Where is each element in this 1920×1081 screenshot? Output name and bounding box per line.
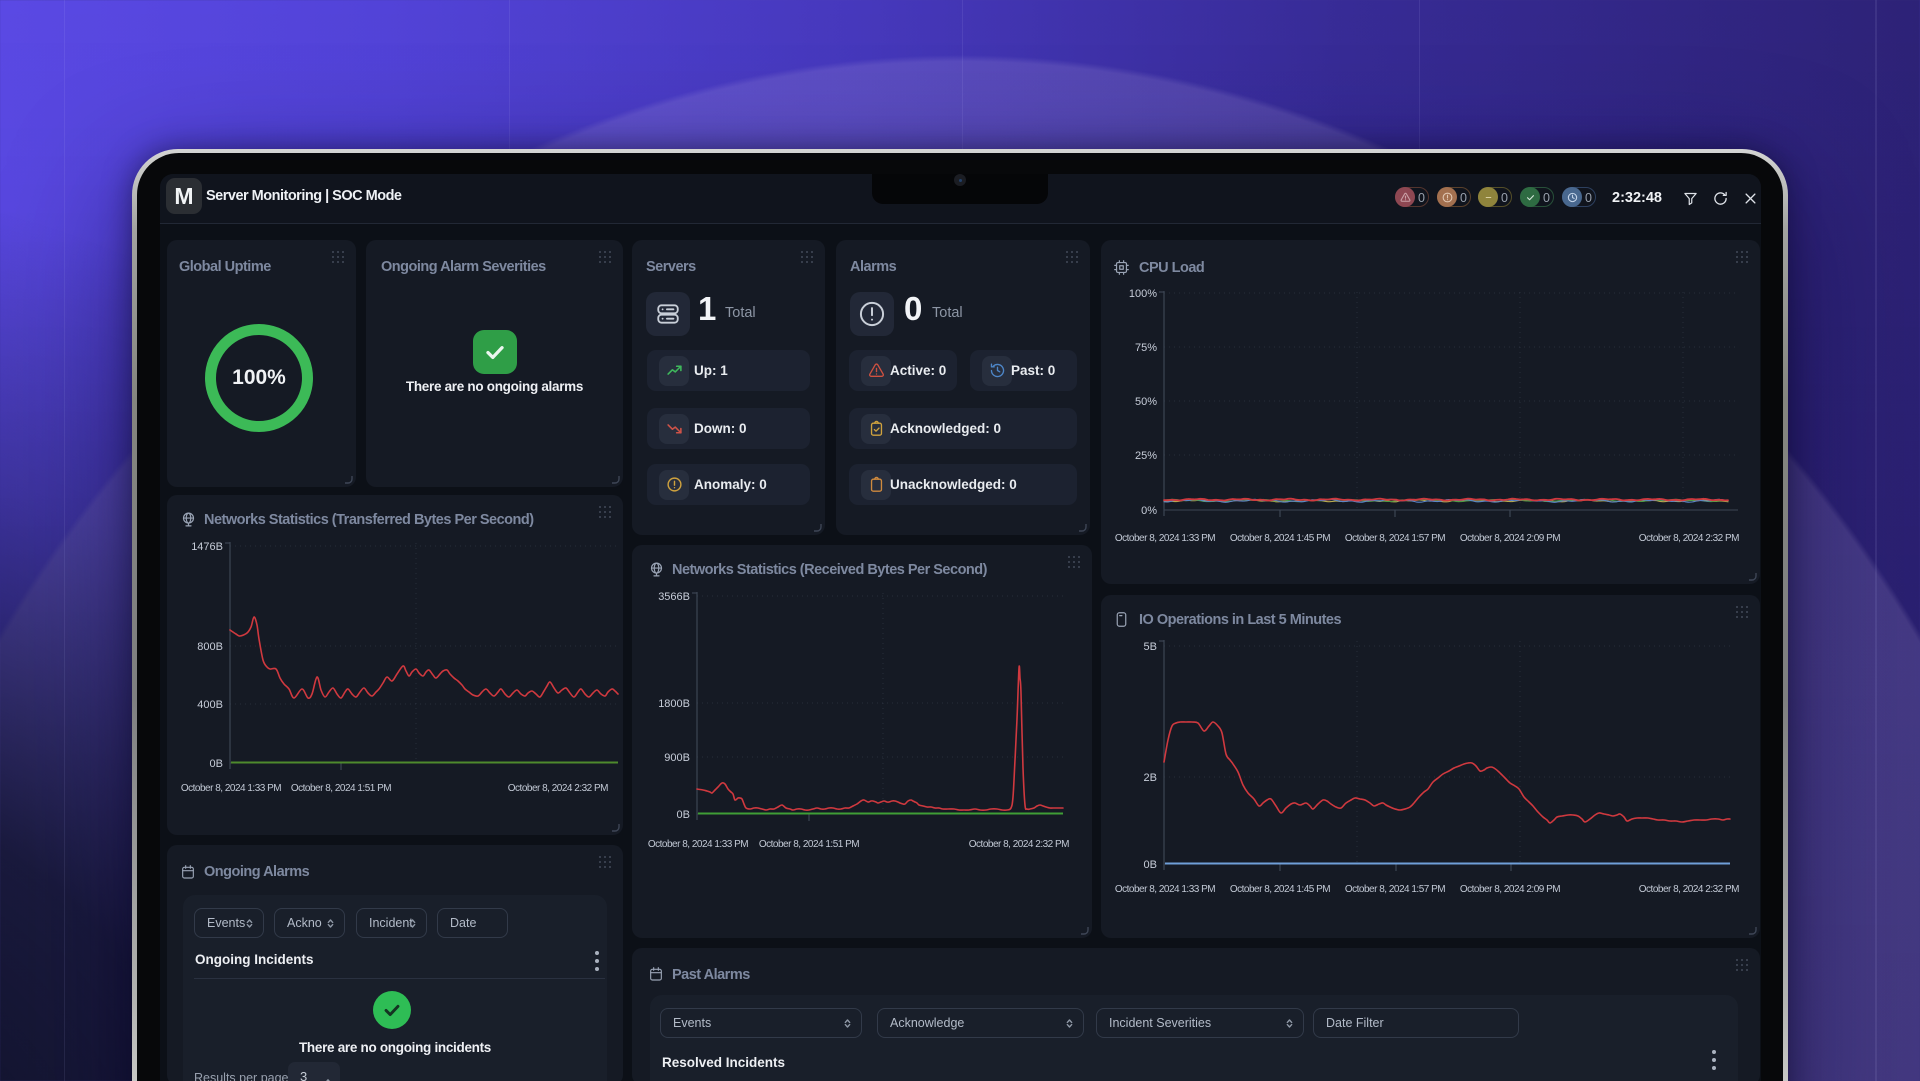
svg-text:October 8, 2024 2:32 PM: October 8, 2024 2:32 PM bbox=[1639, 884, 1739, 895]
svg-text:0B: 0B bbox=[1144, 859, 1157, 871]
svg-text:October 8, 2024 1:51 PM: October 8, 2024 1:51 PM bbox=[759, 839, 859, 850]
svg-text:October 8, 2024 1:51 PM: October 8, 2024 1:51 PM bbox=[291, 783, 391, 794]
svg-text:50%: 50% bbox=[1135, 396, 1157, 408]
svg-text:October 8, 2024 1:57 PM: October 8, 2024 1:57 PM bbox=[1345, 533, 1445, 544]
svg-text:0B: 0B bbox=[210, 758, 223, 770]
svg-text:5B: 5B bbox=[1144, 641, 1157, 653]
svg-text:October 8, 2024 2:09 PM: October 8, 2024 2:09 PM bbox=[1460, 533, 1560, 544]
svg-text:3566B: 3566B bbox=[658, 591, 690, 603]
svg-text:1800B: 1800B bbox=[658, 698, 690, 710]
svg-text:75%: 75% bbox=[1135, 342, 1157, 354]
svg-text:October 8, 2024 1:33 PM: October 8, 2024 1:33 PM bbox=[1115, 884, 1215, 895]
svg-text:0B: 0B bbox=[677, 809, 690, 821]
svg-text:October 8, 2024 2:09 PM: October 8, 2024 2:09 PM bbox=[1460, 884, 1560, 895]
svg-text:October 8, 2024 1:45 PM: October 8, 2024 1:45 PM bbox=[1230, 533, 1330, 544]
svg-text:October 8, 2024 1:33 PM: October 8, 2024 1:33 PM bbox=[1115, 533, 1215, 544]
svg-text:800B: 800B bbox=[197, 641, 223, 653]
svg-text:25%: 25% bbox=[1135, 450, 1157, 462]
svg-text:400B: 400B bbox=[197, 699, 223, 711]
svg-text:October 8, 2024 2:32 PM: October 8, 2024 2:32 PM bbox=[508, 783, 608, 794]
svg-text:100%: 100% bbox=[1129, 288, 1157, 300]
svg-text:2B: 2B bbox=[1144, 772, 1157, 784]
svg-text:October 8, 2024 2:32 PM: October 8, 2024 2:32 PM bbox=[1639, 533, 1739, 544]
svg-text:900B: 900B bbox=[664, 752, 690, 764]
svg-text:0%: 0% bbox=[1141, 505, 1157, 517]
svg-text:October 8, 2024 1:33 PM: October 8, 2024 1:33 PM bbox=[181, 783, 281, 794]
svg-text:October 8, 2024 1:57 PM: October 8, 2024 1:57 PM bbox=[1345, 884, 1445, 895]
svg-text:October 8, 2024 1:33 PM: October 8, 2024 1:33 PM bbox=[648, 839, 748, 850]
svg-text:1476B: 1476B bbox=[191, 541, 223, 553]
svg-text:October 8, 2024 2:32 PM: October 8, 2024 2:32 PM bbox=[969, 839, 1069, 850]
svg-text:October 8, 2024 1:45 PM: October 8, 2024 1:45 PM bbox=[1230, 884, 1330, 895]
